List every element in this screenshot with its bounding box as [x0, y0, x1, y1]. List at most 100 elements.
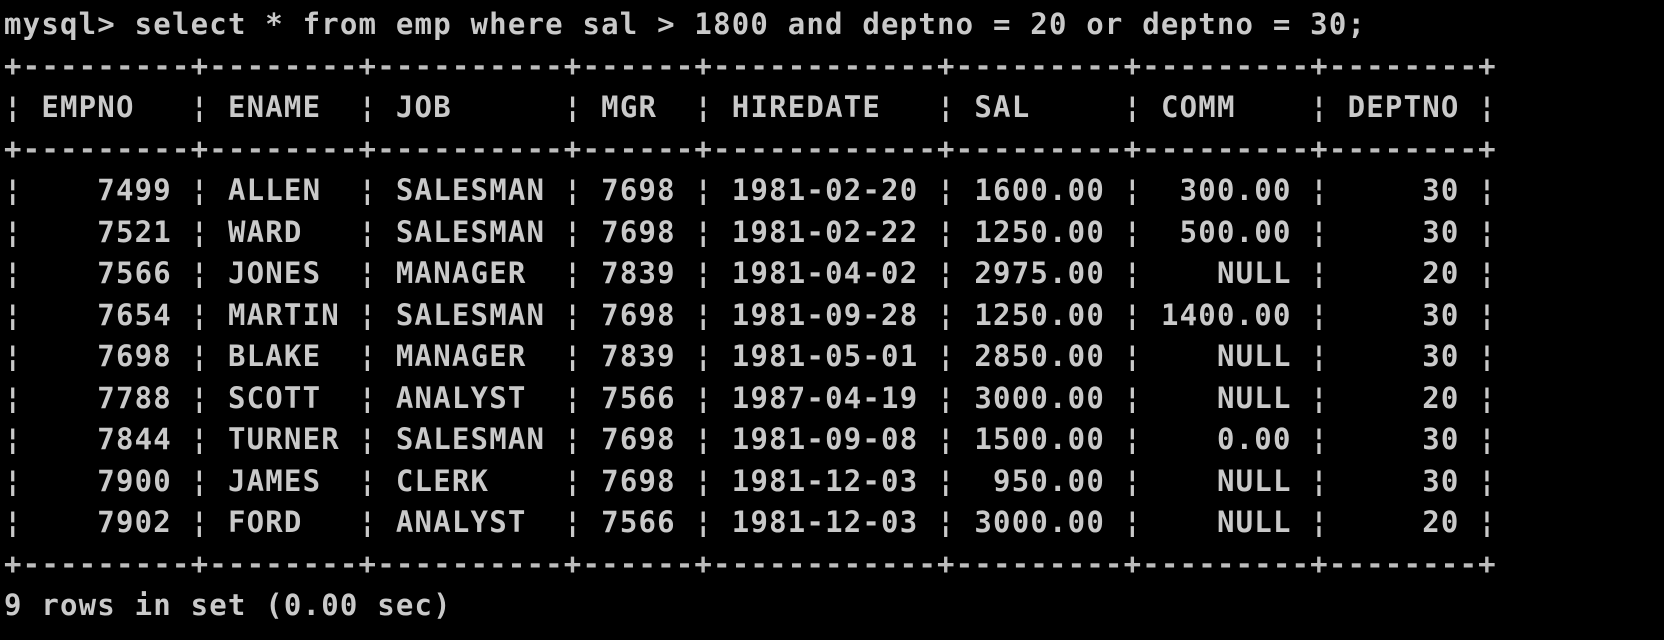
- table-cell-empno: 7698: [41, 339, 172, 373]
- table-cell-mgr: 7698: [601, 214, 676, 249]
- table-cell-hiredate: 1981-02-22: [731, 214, 919, 249]
- table-cell-mgr: 7698: [601, 173, 676, 207]
- table-cell-hiredate: 1981-04-02: [731, 256, 919, 290]
- table-cell-deptno: 20: [1347, 256, 1460, 290]
- table-cell-ename: SCOTT: [227, 380, 340, 415]
- table-header-border: +---------+--------+----------+------+--…: [4, 131, 1497, 166]
- table-cell-sal: 1600.00: [974, 173, 1105, 207]
- result-footer: 9 rows in set (0.00 sec): [0, 585, 1664, 627]
- table-cell-deptno: 20: [1347, 380, 1460, 415]
- table-cell-sal: 3000.00: [974, 380, 1105, 415]
- table-cell-ename: JONES: [227, 256, 340, 290]
- table-cell-ename: TURNER: [227, 422, 340, 456]
- table-cell-deptno: 30: [1347, 214, 1460, 249]
- table-cell-mgr: 7566: [601, 380, 676, 415]
- table-cell-comm: 1400.00: [1160, 297, 1292, 332]
- table-cell-ename: MARTIN: [227, 297, 340, 332]
- table-cell-hiredate: 1981-12-03: [731, 505, 919, 539]
- table-cell-comm: 500.00: [1160, 214, 1292, 249]
- table-cell-mgr: 7839: [601, 256, 676, 290]
- table-row: ¦ 7902 ¦ FORD ¦ ANALYST ¦ 7566 ¦ 1981-12…: [4, 505, 1497, 539]
- command-line: mysql> select * from emp where sal > 180…: [0, 4, 1664, 46]
- table-cell-empno: 7902: [41, 505, 172, 539]
- table-cell-empno: 7521: [41, 214, 172, 249]
- table-cell-sal: 2850.00: [974, 339, 1105, 373]
- table-row: ¦ 7844 ¦ TURNER ¦ SALESMAN ¦ 7698 ¦ 1981…: [4, 422, 1497, 456]
- table-row: ¦ 7499 ¦ ALLEN ¦ SALESMAN ¦ 7698 ¦ 1981-…: [4, 173, 1497, 207]
- table-cell-empno: 7900: [41, 463, 172, 498]
- table-cell-job: CLERK: [395, 463, 546, 498]
- table-cell-comm: NULL: [1160, 380, 1292, 415]
- table-cell-ename: FORD: [227, 505, 340, 539]
- table-cell-mgr: 7698: [601, 297, 676, 332]
- table-cell-sal: 950.00: [974, 463, 1105, 498]
- table-cell-job: SALESMAN: [395, 422, 546, 456]
- table-cell-hiredate: 1987-04-19: [731, 380, 919, 415]
- table-cell-ename: WARD: [227, 214, 340, 249]
- table-row: ¦ 7788 ¦ SCOTT ¦ ANALYST ¦ 7566 ¦ 1987-0…: [4, 380, 1497, 415]
- table-cell-deptno: 20: [1347, 505, 1460, 539]
- table-cell-job: ANALYST: [395, 505, 546, 539]
- table-cell-sal: 1250.00: [974, 297, 1105, 332]
- table-header-row: ¦ EMPNO ¦ ENAME ¦ JOB ¦ MGR ¦ HIREDATE ¦…: [4, 90, 1497, 124]
- table-cell-ename: BLAKE: [227, 339, 340, 373]
- table-cell-mgr: 7698: [601, 422, 676, 456]
- column-header-sal: SAL: [974, 90, 1105, 124]
- table-cell-empno: 7788: [41, 380, 172, 415]
- table-row: ¦ 7566 ¦ JONES ¦ MANAGER ¦ 7839 ¦ 1981-0…: [4, 256, 1497, 290]
- mysql-prompt: mysql>: [4, 7, 116, 41]
- table-cell-comm: NULL: [1160, 256, 1292, 290]
- table-cell-ename: ALLEN: [227, 173, 340, 207]
- table-cell-deptno: 30: [1347, 463, 1460, 498]
- table-cell-job: SALESMAN: [395, 297, 546, 332]
- table-cell-sal: 1250.00: [974, 214, 1105, 249]
- table-cell-ename: JAMES: [227, 463, 340, 498]
- table-cell-empno: 7566: [41, 256, 172, 290]
- table-cell-hiredate: 1981-05-01: [731, 339, 919, 373]
- table-cell-mgr: 7698: [601, 463, 676, 498]
- table-cell-comm: NULL: [1160, 463, 1292, 498]
- table-cell-empno: 7654: [41, 297, 172, 332]
- table-cell-hiredate: 1981-09-28: [731, 297, 919, 332]
- table-row: ¦ 7654 ¦ MARTIN ¦ SALESMAN ¦ 7698 ¦ 1981…: [4, 297, 1497, 332]
- table-cell-job: SALESMAN: [395, 173, 546, 207]
- table-cell-job: SALESMAN: [395, 214, 546, 249]
- table-cell-sal: 2975.00: [974, 256, 1105, 290]
- table-cell-mgr: 7839: [601, 339, 676, 373]
- table-cell-deptno: 30: [1347, 173, 1460, 207]
- column-header-mgr: MGR: [601, 90, 676, 124]
- table-cell-empno: 7844: [41, 422, 172, 456]
- table-cell-comm: NULL: [1160, 339, 1292, 373]
- table-cell-comm: 0.00: [1160, 422, 1292, 456]
- table-row: ¦ 7521 ¦ WARD ¦ SALESMAN ¦ 7698 ¦ 1981-0…: [4, 214, 1497, 249]
- table-cell-job: MANAGER: [395, 339, 546, 373]
- column-header-comm: COMM: [1160, 90, 1292, 124]
- table-cell-job: MANAGER: [395, 256, 546, 290]
- sql-command: select * from emp where sal > 1800 and d…: [134, 7, 1367, 41]
- table-row: ¦ 7900 ¦ JAMES ¦ CLERK ¦ 7698 ¦ 1981-12-…: [4, 463, 1497, 498]
- rows-in-set-text: 9 rows in set (0.00 sec): [4, 588, 452, 622]
- table-cell-hiredate: 1981-09-08: [731, 422, 919, 456]
- table-top-border: +---------+--------+----------+------+--…: [4, 48, 1497, 83]
- column-header-empno: EMPNO: [41, 90, 172, 124]
- column-header-hiredate: HIREDATE: [731, 90, 919, 124]
- table-cell-deptno: 30: [1347, 422, 1460, 456]
- table-cell-comm: NULL: [1160, 505, 1292, 539]
- table-cell-mgr: 7566: [601, 505, 676, 539]
- table-cell-job: ANALYST: [395, 380, 546, 415]
- table-cell-hiredate: 1981-12-03: [731, 463, 919, 498]
- column-header-deptno: DEPTNO: [1347, 90, 1460, 124]
- table-cell-empno: 7499: [41, 173, 172, 207]
- table-cell-sal: 3000.00: [974, 505, 1105, 539]
- table-cell-deptno: 30: [1347, 297, 1460, 332]
- table-bottom-border: +---------+--------+----------+------+--…: [4, 546, 1497, 581]
- table-cell-deptno: 30: [1347, 339, 1460, 373]
- table-cell-comm: 300.00: [1160, 173, 1292, 207]
- table-row: ¦ 7698 ¦ BLAKE ¦ MANAGER ¦ 7839 ¦ 1981-0…: [4, 339, 1497, 373]
- table-cell-hiredate: 1981-02-20: [731, 173, 919, 207]
- table-cell-sal: 1500.00: [974, 422, 1105, 456]
- column-header-ename: ENAME: [227, 90, 340, 124]
- column-header-job: JOB: [395, 90, 546, 124]
- table-body: ¦ 7499 ¦ ALLEN ¦ SALESMAN ¦ 7698 ¦ 1981-…: [0, 170, 1664, 544]
